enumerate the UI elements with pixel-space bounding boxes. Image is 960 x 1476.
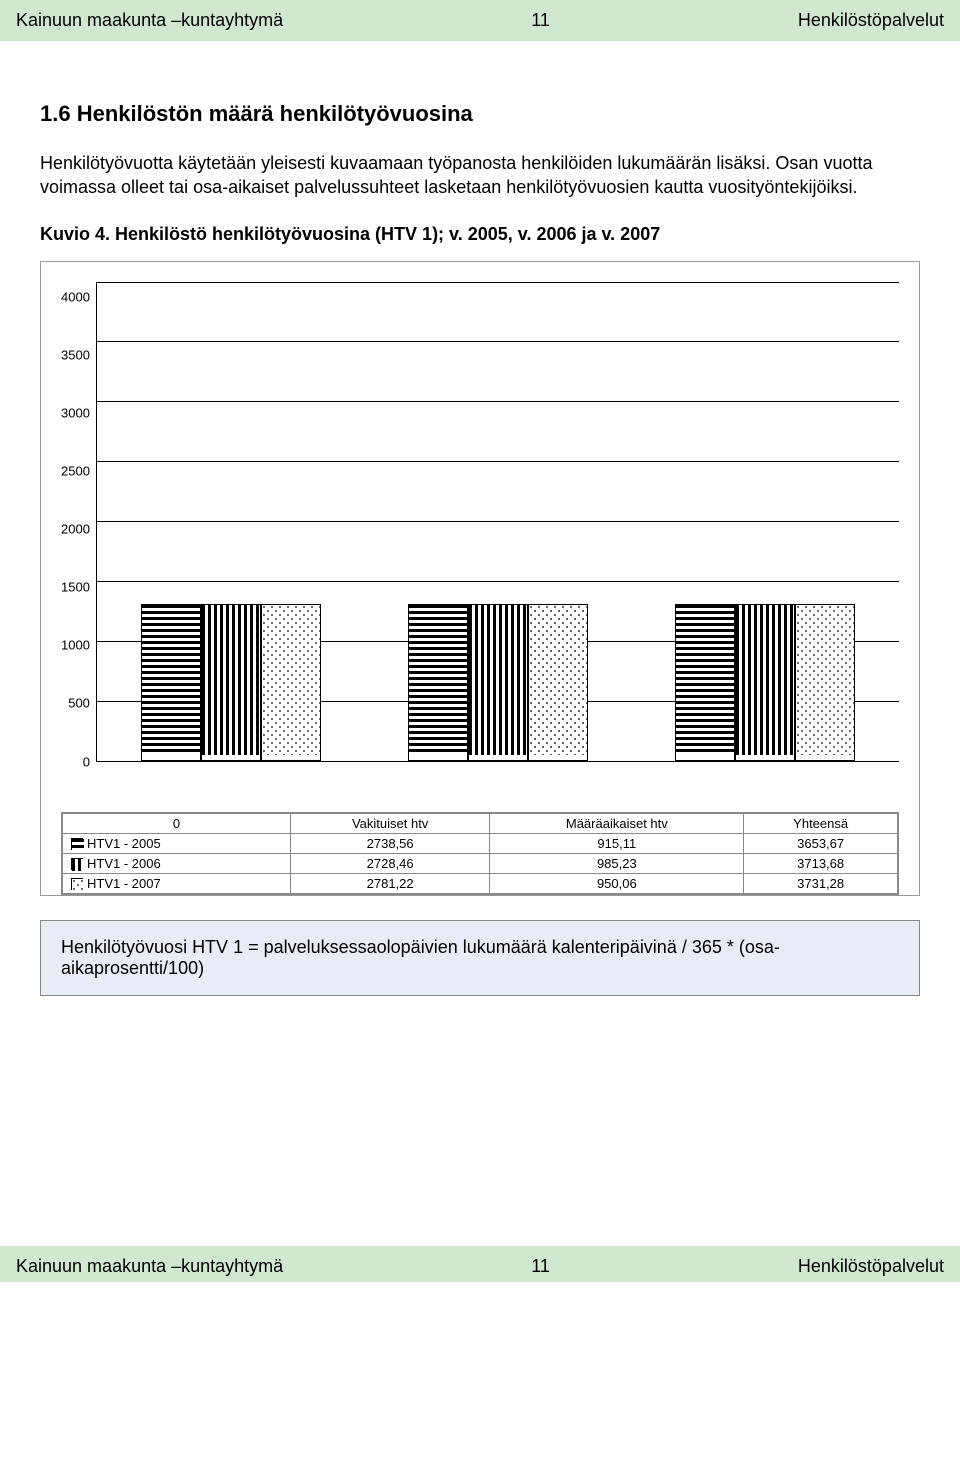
table-row-header: HTV1 - 2006 bbox=[63, 853, 291, 873]
y-tick-label: 1000 bbox=[61, 638, 90, 653]
section-title: 1.6 Henkilöstön määrä henkilötyövuosina bbox=[40, 101, 920, 127]
table-cell: 915,11 bbox=[490, 833, 744, 853]
footer-right: Henkilöstöpalvelut bbox=[798, 1256, 944, 1272]
table-cell: 2728,46 bbox=[290, 853, 489, 873]
header-right: Henkilöstöpalvelut bbox=[798, 10, 944, 31]
bar bbox=[528, 604, 588, 761]
table-row-header: HTV1 - 2005 bbox=[63, 833, 291, 853]
header-left: Kainuun maakunta –kuntayhtymä bbox=[16, 10, 283, 31]
table-cell: 2738,56 bbox=[290, 833, 489, 853]
table-cell: 3713,68 bbox=[744, 853, 898, 873]
bar-group bbox=[408, 604, 588, 761]
table-row-header: HTV1 - 2007 bbox=[63, 873, 291, 893]
table-column-header: Määräaikaiset htv bbox=[490, 813, 744, 833]
bar bbox=[141, 604, 201, 761]
table-column-header: Yhteensä bbox=[744, 813, 898, 833]
y-tick-label: 1500 bbox=[61, 580, 90, 595]
table-cell: 985,23 bbox=[490, 853, 744, 873]
table-column-header: Vakituiset htv bbox=[290, 813, 489, 833]
y-tick-label: 3000 bbox=[61, 405, 90, 420]
chart-caption: Kuvio 4. Henkilöstö henkilötyövuosina (H… bbox=[40, 224, 920, 245]
chart-plot bbox=[96, 282, 899, 762]
header-center: 11 bbox=[531, 10, 550, 31]
y-tick-label: 2500 bbox=[61, 463, 90, 478]
y-tick-label: 3500 bbox=[61, 347, 90, 362]
section-paragraph: Henkilötyövuotta käytetään yleisesti kuv… bbox=[40, 151, 920, 200]
chart-y-axis: 40003500300025002000150010005000 bbox=[61, 282, 96, 762]
page-header: Kainuun maakunta –kuntayhtymä 11 Henkilö… bbox=[0, 0, 960, 41]
table-cell: 3731,28 bbox=[744, 873, 898, 893]
chart-container: 4000 3500 3000 2500 2000 1500 1000 500 0 0Vakitu… bbox=[40, 261, 920, 896]
bar bbox=[795, 604, 855, 761]
table-cell: 3653,67 bbox=[744, 833, 898, 853]
y-tick-label: 2000 bbox=[61, 522, 90, 537]
bar bbox=[675, 604, 735, 761]
y-tick-label: 0 bbox=[83, 754, 90, 769]
bar bbox=[408, 604, 468, 761]
bar-group bbox=[141, 604, 321, 761]
footer-center: 11 bbox=[531, 1256, 550, 1272]
bar bbox=[261, 604, 321, 761]
formula-note: Henkilötyövuosi HTV 1 = palveluksessaolo… bbox=[40, 920, 920, 996]
bar bbox=[201, 604, 261, 761]
chart-data-table: 0Vakituiset htvMääräaikaiset htvYhteensä… bbox=[61, 812, 899, 895]
bar bbox=[468, 604, 528, 761]
y-tick-label: 4000 bbox=[61, 289, 90, 304]
bar bbox=[735, 604, 795, 761]
table-cell: 2781,22 bbox=[290, 873, 489, 893]
y-tick-label: 500 bbox=[68, 696, 90, 711]
table-cell: 950,06 bbox=[490, 873, 744, 893]
bar-group bbox=[675, 604, 855, 761]
footer-left: Kainuun maakunta –kuntayhtymä bbox=[16, 1256, 283, 1272]
page-footer: Kainuun maakunta –kuntayhtymä 11 Henkilö… bbox=[0, 1246, 960, 1282]
